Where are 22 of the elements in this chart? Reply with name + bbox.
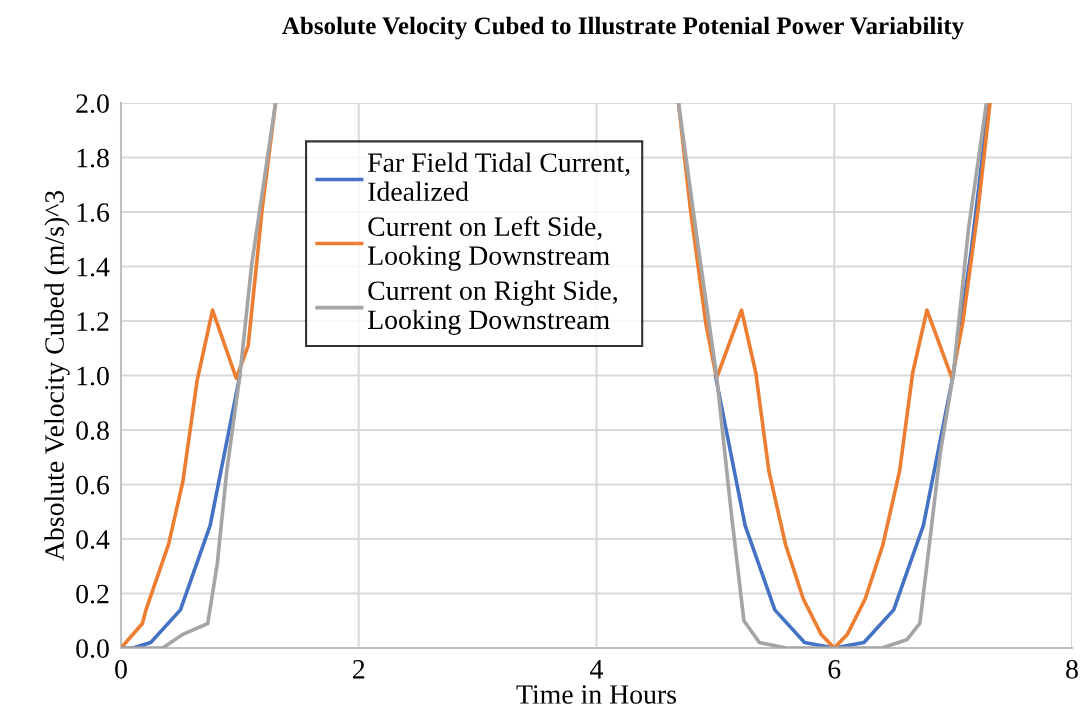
legend-label: Far Field Tidal Current, Idealized xyxy=(367,152,630,202)
x-tick-label: 0 xyxy=(115,659,127,679)
y-tick-label: 2.0 xyxy=(76,94,109,114)
x-tick-label: 4 xyxy=(590,660,604,679)
y-axis-title: Absolute Velocity Cubed (m/s)^3 xyxy=(44,190,70,561)
legend-label: Current on Left Side, Looking Downstream xyxy=(367,216,610,271)
y-tick-label: 0.4 xyxy=(76,530,110,550)
chart-title: Absolute Velocity Cubed to Illustrate Potenial Power Variability xyxy=(282,16,964,40)
x-axis-title: Time in Hours xyxy=(516,685,677,704)
y-tick-label: 0.8 xyxy=(76,421,109,441)
legend-label: Current on Right Side, Looking Downstream xyxy=(367,280,617,335)
y-tick-label: 1.4 xyxy=(77,257,110,277)
y-tick-label: 1.6 xyxy=(77,203,110,223)
y-tick-label: 1.8 xyxy=(77,148,109,168)
y-tick-label: 1.0 xyxy=(77,366,109,386)
x-tick-label: 8 xyxy=(1066,659,1078,679)
y-tick-label: 0.6 xyxy=(76,475,110,495)
y-tick-label: 1.2 xyxy=(77,312,109,332)
x-tick-label: 2 xyxy=(353,659,365,679)
y-tick-label: 0.0 xyxy=(76,639,109,659)
x-tick-label: 6 xyxy=(828,659,841,679)
y-tick-label: 0.2 xyxy=(76,584,109,604)
